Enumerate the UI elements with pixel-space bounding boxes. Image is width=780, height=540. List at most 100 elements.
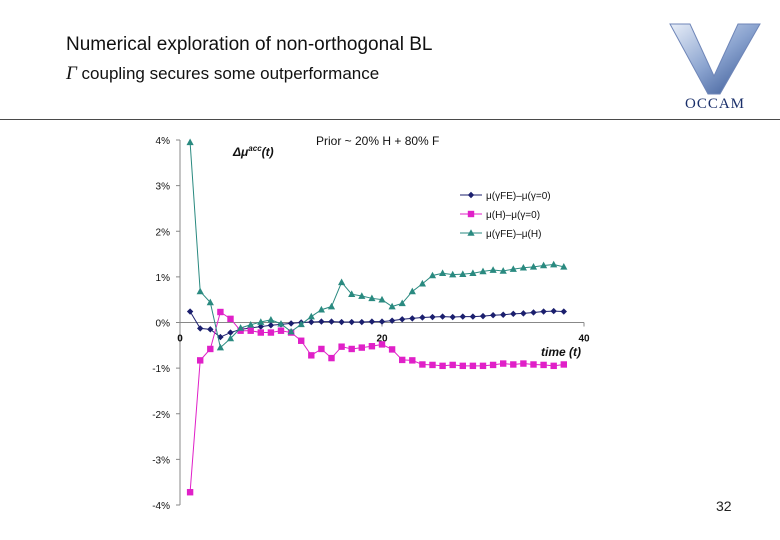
y-tick-label: 4% <box>156 136 171 147</box>
data-point-diamond <box>358 318 365 326</box>
data-point-square <box>318 345 325 353</box>
y-tick-label: -2% <box>152 410 170 421</box>
legend-label: μ(γFE)–μ(γ=0) <box>486 191 551 202</box>
data-point-triangle <box>479 267 487 275</box>
subtitle-text: coupling secures some outperformance <box>76 64 380 83</box>
data-point-square <box>378 341 386 348</box>
y-tick-label: -3% <box>152 455 170 466</box>
y-tick-label: 3% <box>156 182 171 193</box>
x-axis-label: time (t) <box>541 345 581 359</box>
data-point-triangle <box>277 320 285 327</box>
data-point-diamond <box>388 317 396 324</box>
data-point-triangle <box>519 263 527 271</box>
data-point-square <box>257 329 264 336</box>
data-point-square <box>419 361 426 368</box>
slide-title: Numerical exploration of non-orthogonal … <box>66 34 433 55</box>
data-point-triangle <box>348 290 356 298</box>
data-point-triangle <box>550 260 558 268</box>
data-point-triangle <box>560 263 568 270</box>
data-point-square <box>186 489 194 496</box>
data-point-triangle <box>428 271 437 279</box>
data-point-diamond <box>479 312 487 320</box>
data-point-square <box>328 354 335 362</box>
data-point-square <box>217 308 224 316</box>
data-point-diamond <box>338 318 345 326</box>
data-point-triangle <box>408 287 416 295</box>
series-1 <box>186 307 567 341</box>
data-point-diamond <box>328 318 335 325</box>
data-point-square <box>560 361 567 368</box>
data-point-triangle <box>540 261 548 269</box>
data-point-square <box>227 315 234 323</box>
series-3 <box>186 138 568 351</box>
data-point-triangle <box>216 343 224 351</box>
header-divider <box>0 119 780 120</box>
data-point-diamond <box>530 309 537 316</box>
data-point-diamond <box>469 313 477 320</box>
data-point-square <box>449 361 456 369</box>
data-point-triangle <box>196 287 204 295</box>
y-tick-label: -1% <box>152 364 170 375</box>
x-tick-label: 20 <box>376 334 388 345</box>
chart-legend: μ(γFE)–μ(γ=0) μ(H)–μ(γ=0) μ(γFE)–μ(H) <box>460 191 551 240</box>
data-point-triangle <box>469 269 477 277</box>
data-point-triangle <box>226 334 235 342</box>
data-point-diamond <box>318 318 325 325</box>
data-point-square <box>267 329 275 336</box>
y-tick-label: 2% <box>156 227 171 238</box>
data-point-square <box>500 360 507 367</box>
data-point-triangle <box>489 266 497 273</box>
data-point-diamond <box>489 312 497 319</box>
data-point-triangle <box>378 295 386 303</box>
data-point-triangle <box>459 270 467 277</box>
data-point-diamond <box>257 323 264 330</box>
data-point-square <box>550 362 557 370</box>
data-point-triangle <box>439 269 447 277</box>
data-point-diamond <box>439 313 446 320</box>
slide-subtitle: Γ coupling secures some outperformance <box>66 63 379 85</box>
logo-v-mark <box>669 23 761 95</box>
data-point-square <box>358 344 365 351</box>
gamma-symbol: Γ <box>66 63 77 84</box>
data-point-triangle <box>327 302 336 310</box>
data-point-diamond <box>550 307 557 315</box>
data-point-diamond <box>378 318 386 325</box>
data-point-square <box>368 343 376 350</box>
data-point-triangle <box>418 279 426 287</box>
data-point-triangle <box>338 278 346 286</box>
data-point-triangle <box>449 270 457 278</box>
y-tick-label: -4% <box>152 501 170 512</box>
data-point-square <box>247 327 254 334</box>
data-point-diamond <box>207 326 214 333</box>
data-point-diamond <box>467 191 475 199</box>
data-point-square <box>298 337 305 344</box>
data-point-triangle <box>467 229 475 236</box>
data-point-triangle <box>499 267 507 274</box>
data-point-triangle <box>287 327 295 335</box>
data-point-triangle <box>297 320 305 328</box>
data-point-diamond <box>560 308 567 315</box>
data-point-square <box>197 357 204 364</box>
data-point-diamond <box>368 318 376 325</box>
data-point-square <box>399 356 406 364</box>
data-point-square <box>409 357 416 364</box>
data-point-diamond <box>227 329 234 336</box>
data-point-square <box>530 361 537 368</box>
data-point-triangle <box>257 318 265 325</box>
data-point-square <box>469 362 477 370</box>
data-point-diamond <box>287 320 295 327</box>
data-point-diamond <box>409 315 416 322</box>
data-point-square <box>479 362 487 370</box>
data-point-diamond <box>510 310 517 318</box>
data-point-diamond <box>348 318 355 326</box>
data-point-diamond <box>540 308 547 315</box>
page-number: 32 <box>716 498 732 514</box>
data-point-diamond <box>399 316 406 323</box>
data-point-triangle <box>368 294 376 302</box>
data-point-square <box>308 352 315 359</box>
data-point-square <box>207 345 214 353</box>
data-point-diamond <box>500 311 507 318</box>
data-point-square <box>388 346 396 353</box>
data-point-diamond <box>449 313 456 321</box>
